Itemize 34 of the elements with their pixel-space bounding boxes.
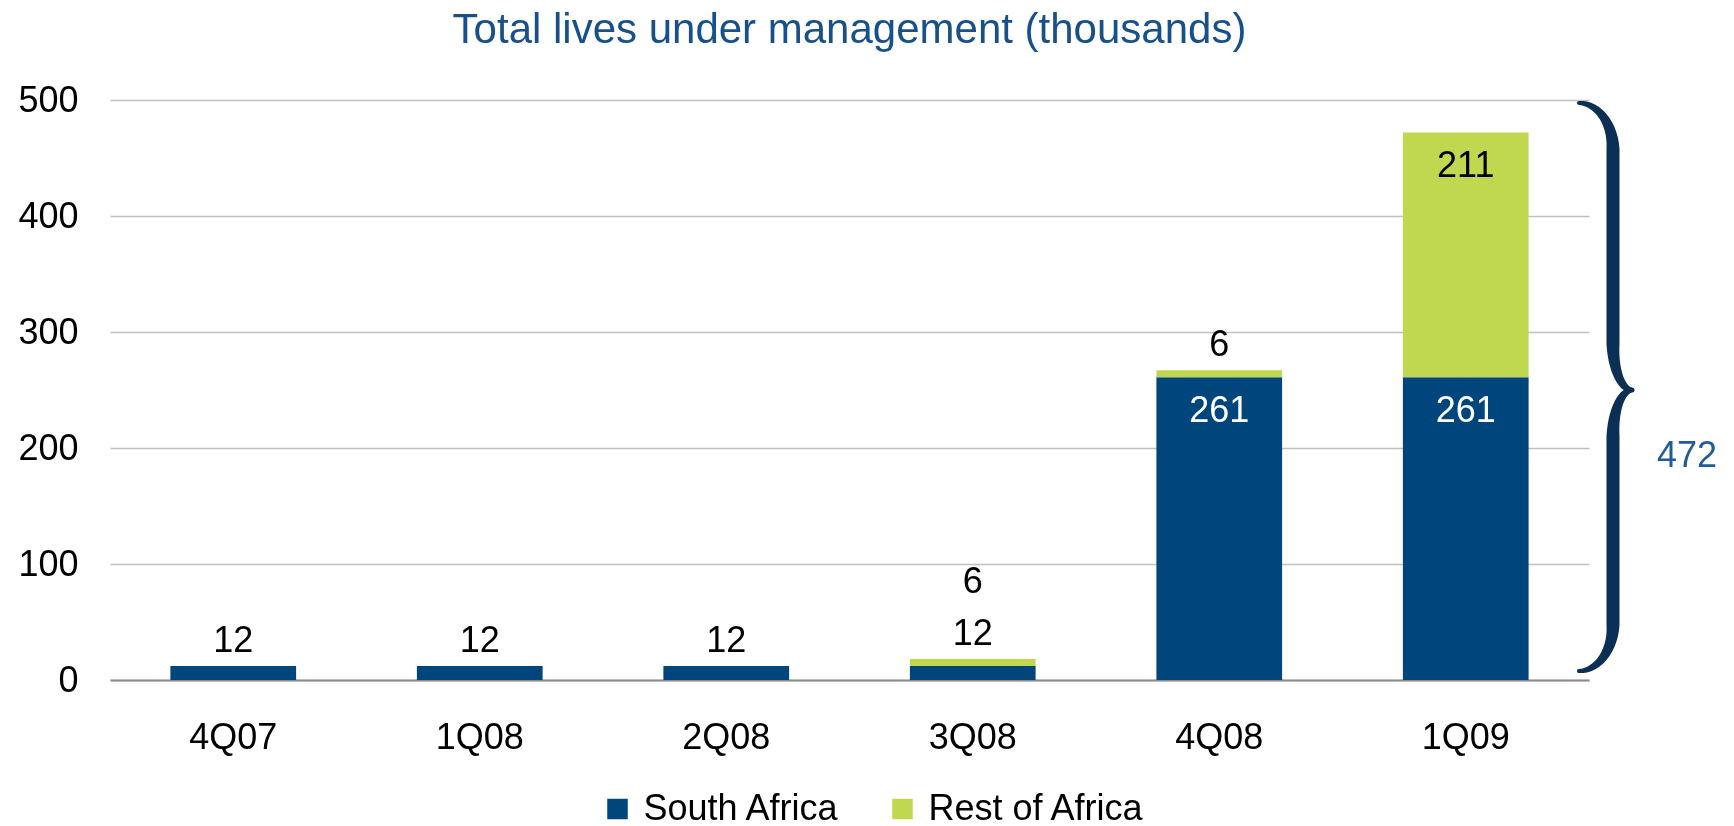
bar: [663, 666, 790, 680]
data-label: 261: [1435, 389, 1496, 431]
legend-label: South Africa: [643, 787, 839, 826]
x-tick-label: 3Q08: [928, 715, 1017, 757]
bar: [1402, 377, 1529, 680]
y-tick-label: 400: [18, 194, 79, 236]
data-label: 261: [1189, 389, 1250, 431]
data-label: 12: [459, 619, 500, 661]
text: 472: [1656, 434, 1718, 475]
chart-title: Total lives under management (thousands): [452, 5, 1247, 52]
legend-label: Rest of Africa: [928, 787, 1144, 826]
data-label: 211: [1437, 144, 1495, 186]
data-label: 6: [1209, 323, 1230, 365]
y-tick-label: 500: [18, 78, 79, 120]
y-tick-label: 300: [18, 310, 79, 352]
data-label: 12: [706, 619, 747, 661]
y-tick-label: 200: [18, 426, 79, 468]
y-tick-label: 0: [58, 658, 79, 700]
x-tick-label: 1Q09: [1421, 715, 1510, 757]
bar: [416, 666, 543, 680]
y-tick-label: 100: [18, 542, 79, 584]
x-tick-label: 4Q08: [1175, 715, 1264, 757]
x-tick-label: 1Q08: [435, 715, 524, 757]
x-tick-label: 2Q08: [682, 715, 771, 757]
bar: [909, 666, 1036, 680]
bar: [1402, 132, 1529, 378]
data-label: 6: [962, 560, 983, 602]
x-tick-label: 4Q07: [189, 715, 278, 757]
bar: [909, 659, 1036, 667]
bar: [1156, 370, 1283, 378]
data-label: 12: [952, 612, 993, 654]
data-label: 12: [213, 619, 254, 661]
bar: [170, 666, 297, 680]
bar: [1156, 377, 1283, 680]
